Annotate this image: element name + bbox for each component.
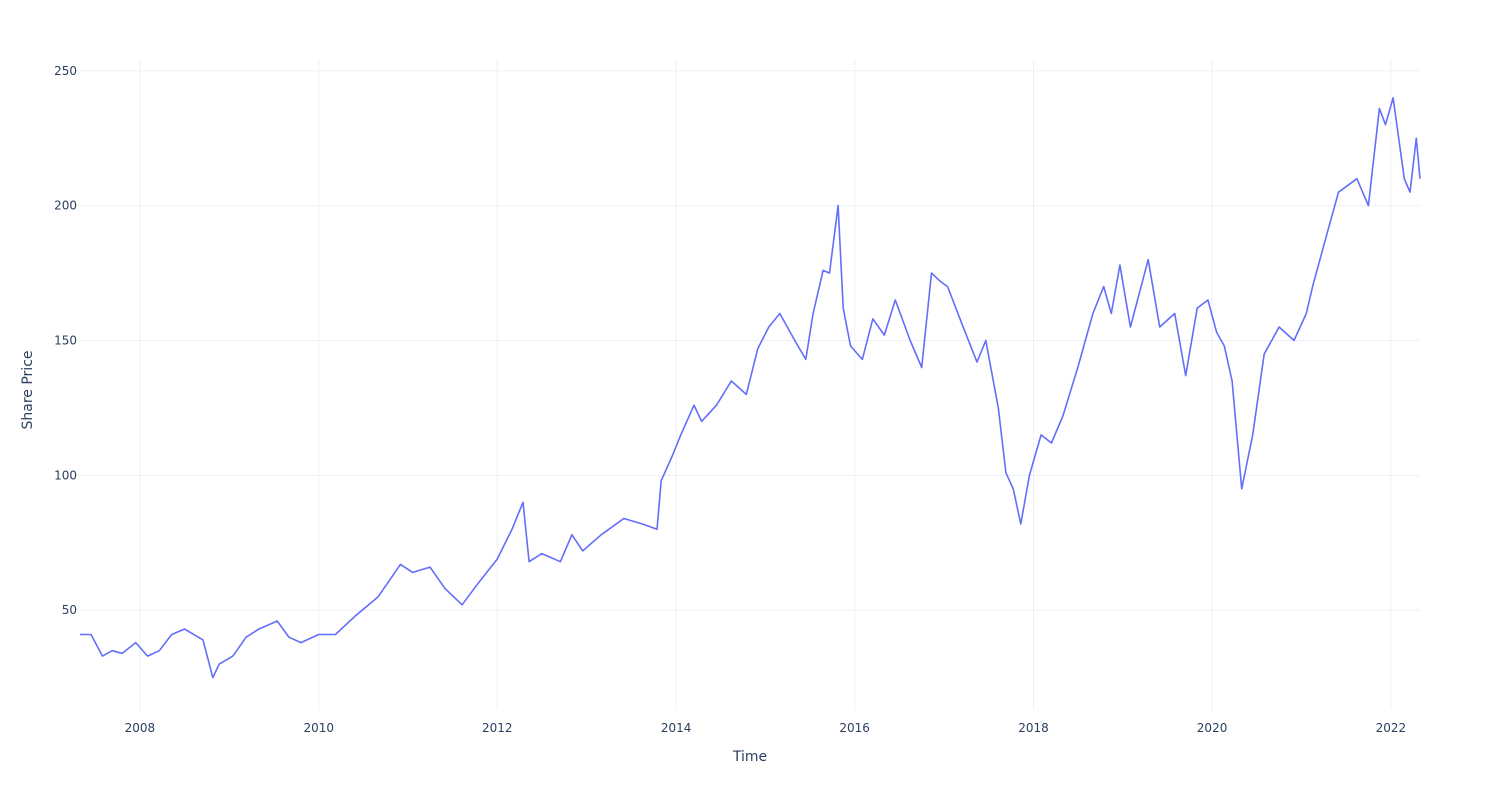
x-axis-title: Time	[732, 749, 767, 765]
x-tick-labels: 2008 2010 2012 2014 2016 2018 2020 2022	[125, 721, 1407, 735]
y-tick-label: 200	[54, 199, 77, 213]
y-tick-label: 50	[62, 603, 77, 617]
x-tick-label: 2012	[482, 721, 513, 735]
x-tick-label: 2020	[1197, 721, 1228, 735]
y-tick-label: 100	[54, 468, 77, 482]
share-price-line	[80, 97, 1421, 679]
x-gridlines	[139, 60, 1392, 710]
x-tick-label: 2010	[303, 721, 334, 735]
x-tick-label: 2008	[125, 721, 156, 735]
y-gridlines	[80, 70, 1420, 611]
x-tick-label: 2022	[1376, 721, 1407, 735]
y-tick-label: 150	[54, 333, 77, 347]
x-tick-label: 2018	[1018, 721, 1049, 735]
y-axis-title: Share Price	[20, 350, 36, 429]
x-tick-label: 2014	[661, 721, 692, 735]
x-tick-label: 2016	[839, 721, 870, 735]
y-tick-labels: 50 100 150 200 250	[54, 64, 77, 617]
y-tick-label: 250	[54, 64, 77, 78]
